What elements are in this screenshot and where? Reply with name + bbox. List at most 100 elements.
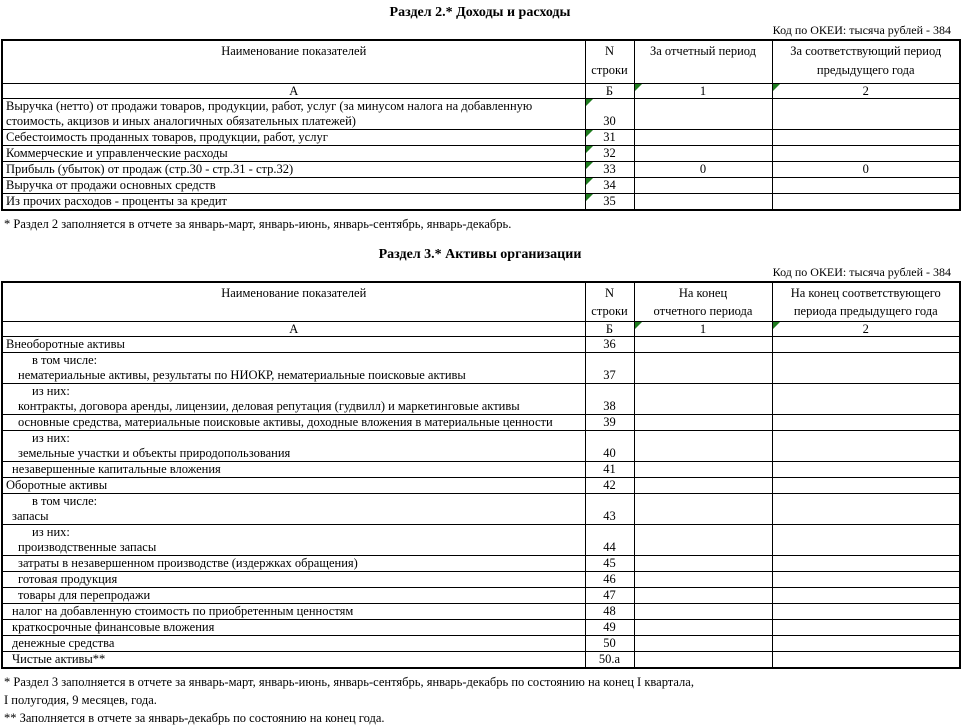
value-cell-period2[interactable] — [771, 635, 961, 652]
column-letter-label: 2 — [862, 83, 869, 98]
column-letter-cell: 2 — [771, 82, 961, 99]
value-cell-period1[interactable] — [633, 524, 773, 556]
value-cell-period2[interactable] — [771, 430, 961, 462]
indicator-name-line: Прибыль (убыток) от продаж (стр.30 - стр… — [6, 161, 294, 176]
value-cell-period1[interactable] — [633, 128, 773, 146]
section2-footnote: * Раздел 2 заполняется в отчете за январ… — [4, 217, 969, 231]
column-letter-label: 2 — [862, 322, 869, 336]
col-header-line-code: N строки — [584, 39, 635, 84]
indicator-name-line: контракты, договора аренды, лицензии, де… — [18, 399, 520, 413]
indicator-name-line: Себестоимость проданных товаров, продукц… — [6, 129, 328, 144]
indicator-name-cell: Из прочих расходов - проценты за кредит — [1, 192, 586, 210]
line-code-label: 44 — [603, 540, 616, 554]
value-cell-period2[interactable] — [771, 336, 961, 353]
value-cell-period1[interactable] — [633, 430, 773, 462]
column-letter-label: 1 — [699, 322, 707, 336]
indicator-name-cell: денежные средства — [1, 635, 586, 652]
value-cell-period2[interactable] — [771, 461, 961, 478]
value-cell-period2[interactable] — [771, 571, 961, 588]
section3-title: Раздел 3.* Активы организации — [378, 246, 582, 262]
value-cell-period2[interactable] — [771, 192, 961, 210]
value-cell-period1[interactable] — [633, 651, 773, 669]
value-cell-period1[interactable] — [633, 635, 773, 652]
indicator-name-line: Из прочих расходов - проценты за кредит — [6, 193, 228, 208]
value-cell-period1[interactable] — [633, 176, 773, 194]
col-header-indicator-name: Наименование показателей — [1, 281, 586, 322]
excel-error-triangle-icon — [586, 178, 593, 185]
indicator-name-cell: Оборотные активы — [1, 477, 586, 494]
indicator-name-line: готовая продукция — [18, 572, 118, 587]
value-cell-period2[interactable] — [771, 414, 961, 431]
column-letter-row: А Б 1 2 — [1, 321, 961, 337]
indicator-name-cell: в том числе: нематериальные активы, резул… — [1, 352, 586, 384]
value-cell-period1[interactable] — [633, 493, 773, 525]
value-cell-period1[interactable] — [633, 477, 773, 494]
table-row: в том числе: запасы 43 — [1, 493, 961, 525]
line-code-label: 48 — [603, 604, 616, 619]
value-cell-period2[interactable] — [771, 144, 961, 162]
table-row: Коммерческие и управленческие расходы 32 — [1, 144, 961, 162]
table-row: Оборотные активы 42 — [1, 477, 961, 494]
line-code-label: 31 — [603, 129, 616, 144]
excel-error-triangle-icon — [586, 162, 593, 169]
value-cell-period1[interactable] — [633, 571, 773, 588]
table-row: товары для перепродажи 47 — [1, 587, 961, 604]
indicator-name-line: налог на добавленную стоимость по приобр… — [12, 604, 354, 619]
indicator-name-line: земельные участки и объекты природопольз… — [18, 446, 291, 460]
line-code-cell: 49 — [584, 619, 635, 636]
value-cell-period1[interactable] — [633, 414, 773, 431]
line-code-label: 41 — [603, 462, 616, 477]
footnote-line: * Раздел 3 заполняется в отчете за январ… — [4, 675, 694, 689]
value-cell-period1[interactable] — [633, 383, 773, 415]
value-cell-period1[interactable] — [633, 603, 773, 620]
value-cell-period1[interactable] — [633, 619, 773, 636]
col-header-line-code: N строки — [584, 281, 635, 322]
value-cell-period1[interactable] — [633, 336, 773, 353]
indicator-name-line: из них: — [32, 431, 70, 446]
value-cell-period1[interactable] — [633, 97, 773, 130]
line-code-label: 39 — [603, 415, 616, 430]
indicator-name-line: затраты в незавершенном производстве (из… — [18, 556, 358, 571]
value-cell-period2[interactable] — [771, 651, 961, 669]
column-letter-label: Б — [605, 83, 614, 98]
value-cell-period1[interactable]: 0 — [633, 160, 773, 178]
line-code-cell: 35 — [584, 192, 635, 210]
value-cell-period2[interactable] — [771, 587, 961, 604]
value-cell-period2[interactable] — [771, 97, 961, 130]
table-row: Выручка (нетто) от продажи товаров, прод… — [1, 97, 961, 130]
excel-error-triangle-icon — [773, 322, 780, 329]
line-code-cell: 43 — [584, 493, 635, 525]
value-cell-period2[interactable] — [771, 477, 961, 494]
line-code-cell: 50 — [584, 635, 635, 652]
value-cell-period2[interactable]: 0 — [771, 160, 961, 178]
value-cell-period2[interactable] — [771, 555, 961, 572]
value-cell-period1[interactable] — [633, 461, 773, 478]
indicator-name-line: нематериальные активы, результаты по НИО… — [18, 368, 466, 382]
footnote-line: * Раздел 2 заполняется в отчете за январ… — [4, 216, 512, 231]
line-code-label: 33 — [603, 161, 616, 176]
value-cell-period2[interactable] — [771, 603, 961, 620]
value-cell-period1[interactable] — [633, 144, 773, 162]
indicator-name-cell: налог на добавленную стоимость по приобр… — [1, 603, 586, 620]
col-header-reporting-period: За отчетный период — [633, 39, 773, 84]
indicator-name-line: основные средства, материальные поисковы… — [18, 415, 553, 430]
col-header-previous-year-period: За соответствующий период предыдущего го… — [771, 39, 961, 84]
col-header-end-of-period: На конец отчетного периода — [633, 281, 773, 322]
value-cell-period2[interactable] — [771, 524, 961, 556]
value-cell-period2[interactable] — [771, 619, 961, 636]
indicator-name-cell: Себестоимость проданных товаров, продукц… — [1, 128, 586, 146]
indicator-name-cell: Выручка (нетто) от продажи товаров, прод… — [1, 97, 586, 130]
value-cell-period1[interactable] — [633, 192, 773, 210]
value-cell-period1[interactable] — [633, 587, 773, 604]
value-cell-period1[interactable] — [633, 352, 773, 384]
value-cell-period1[interactable] — [633, 555, 773, 572]
value-cell-period2[interactable] — [771, 493, 961, 525]
line-code-cell: 44 — [584, 524, 635, 556]
table-row: затраты в незавершенном производстве (из… — [1, 555, 961, 572]
value-cell-period2[interactable] — [771, 128, 961, 146]
value-cell-period2[interactable] — [771, 383, 961, 415]
section2-title: Раздел 2.* Доходы и расходы — [389, 5, 571, 20]
value-cell-period2[interactable] — [771, 352, 961, 384]
table-row: Чистые активы** 50.а — [1, 651, 961, 669]
value-cell-period2[interactable] — [771, 176, 961, 194]
